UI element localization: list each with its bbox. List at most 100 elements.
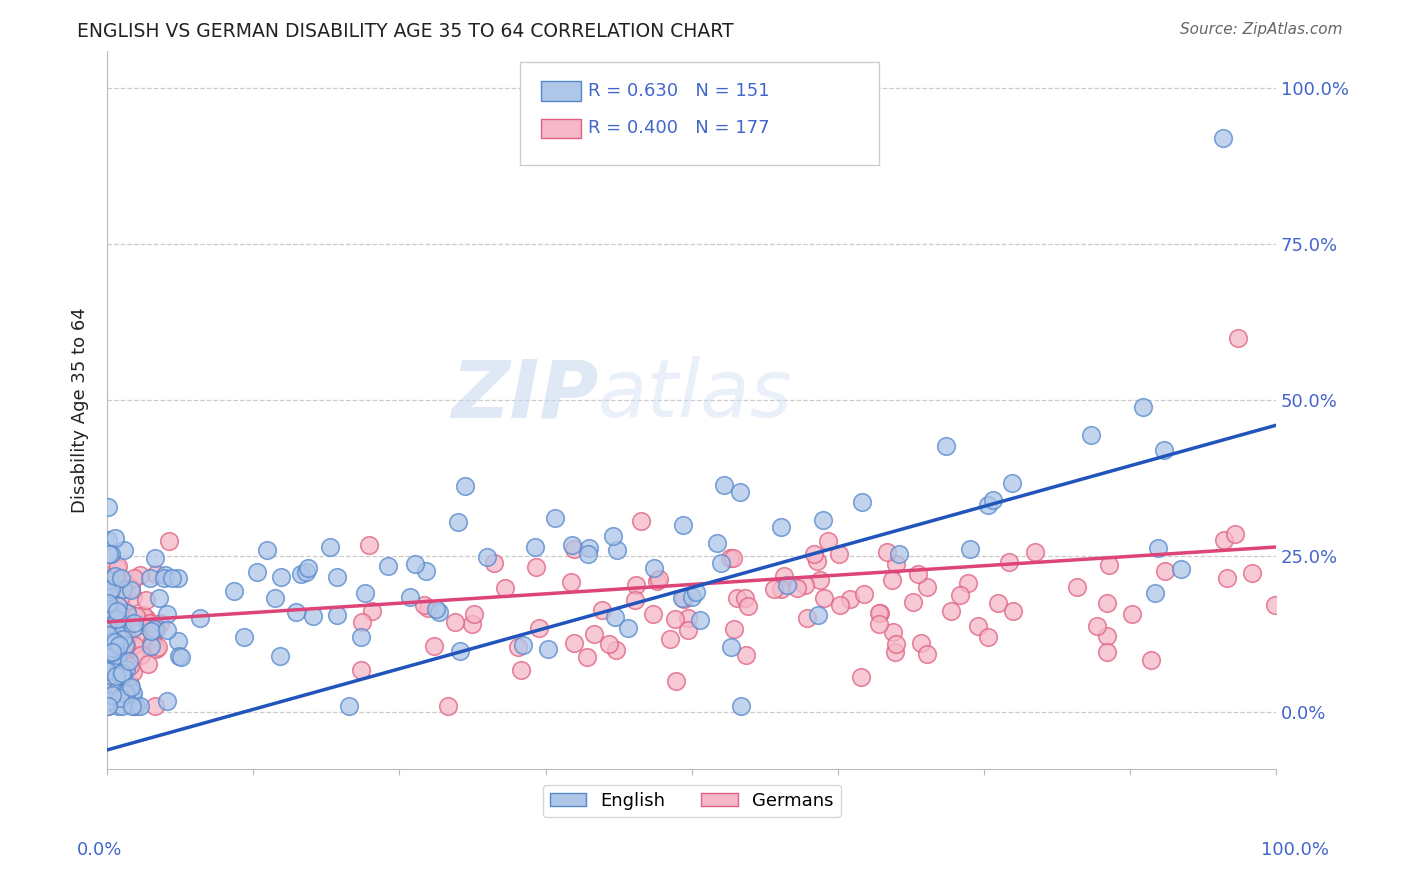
Text: ENGLISH VS GERMAN DISABILITY AGE 35 TO 64 CORRELATION CHART: ENGLISH VS GERMAN DISABILITY AGE 35 TO 6…	[77, 22, 734, 41]
Point	[143, 699, 166, 714]
Point	[884, 637, 907, 651]
Point	[454, 479, 477, 493]
Point	[111, 652, 134, 666]
Point	[114, 626, 136, 640]
Point	[377, 559, 399, 574]
Point	[576, 548, 599, 562]
Point	[98, 614, 121, 628]
Point	[112, 543, 135, 558]
Point	[121, 686, 143, 700]
Point	[115, 606, 138, 620]
Point	[762, 582, 785, 596]
Point	[976, 498, 998, 512]
Point	[110, 671, 132, 685]
Point	[160, 571, 183, 585]
Point	[524, 559, 547, 574]
Point	[97, 574, 120, 588]
Point	[107, 638, 129, 652]
Point	[659, 632, 682, 646]
Point	[350, 664, 373, 678]
Point	[101, 634, 124, 648]
Point	[1097, 596, 1119, 610]
Point	[100, 645, 122, 659]
Point	[285, 605, 308, 619]
Point	[907, 566, 929, 581]
Point	[776, 578, 799, 592]
Point	[121, 690, 143, 705]
Point	[728, 485, 751, 500]
Point	[1143, 586, 1166, 600]
Point	[96, 605, 118, 619]
Point	[96, 699, 118, 714]
Point	[122, 615, 145, 630]
Point	[96, 617, 118, 632]
Point	[153, 571, 176, 585]
Point	[647, 574, 669, 588]
Point	[404, 557, 426, 571]
Point	[97, 500, 120, 514]
Point	[264, 591, 287, 605]
Point	[256, 543, 278, 558]
Point	[97, 624, 120, 638]
Point	[1001, 604, 1024, 618]
Point	[354, 586, 377, 600]
Point	[120, 581, 142, 595]
Point	[915, 647, 938, 661]
Point	[105, 648, 128, 662]
Point	[796, 611, 818, 625]
Point	[232, 630, 254, 644]
Point	[643, 561, 665, 575]
Point	[122, 699, 145, 714]
Point	[512, 638, 534, 652]
Point	[508, 640, 530, 654]
Point	[145, 551, 167, 566]
Point	[734, 591, 756, 606]
Point	[110, 589, 132, 603]
Point	[794, 578, 817, 592]
Point	[103, 531, 125, 545]
Point	[112, 668, 135, 682]
Point	[398, 590, 420, 604]
Point	[326, 570, 349, 584]
Point	[105, 560, 128, 574]
Point	[122, 638, 145, 652]
Point	[361, 604, 384, 618]
Point	[100, 651, 122, 665]
Point	[713, 478, 735, 492]
Point	[598, 637, 620, 651]
Point	[135, 616, 157, 631]
Point	[482, 556, 505, 570]
Point	[415, 564, 437, 578]
Point	[107, 615, 129, 629]
Point	[97, 685, 120, 699]
Point	[131, 634, 153, 648]
Point	[139, 615, 162, 630]
Point	[603, 609, 626, 624]
Point	[97, 585, 120, 599]
Point	[105, 612, 128, 626]
Point	[681, 590, 703, 604]
Point	[110, 661, 132, 675]
Point	[101, 656, 124, 670]
Point	[1170, 562, 1192, 576]
Point	[97, 646, 120, 660]
Point	[97, 604, 120, 618]
Point	[319, 540, 342, 554]
Point	[643, 607, 665, 622]
Point	[141, 624, 163, 638]
Point	[138, 657, 160, 672]
Point	[689, 613, 711, 627]
Point	[591, 603, 613, 617]
Point	[122, 609, 145, 624]
Point	[602, 529, 624, 543]
Point	[935, 439, 957, 453]
Point	[246, 565, 269, 579]
Point	[416, 601, 439, 615]
Point	[115, 662, 138, 676]
Point	[110, 616, 132, 631]
Point	[830, 598, 852, 612]
Point	[143, 622, 166, 636]
Text: atlas: atlas	[598, 356, 793, 434]
Point	[135, 610, 157, 624]
Point	[100, 629, 122, 643]
